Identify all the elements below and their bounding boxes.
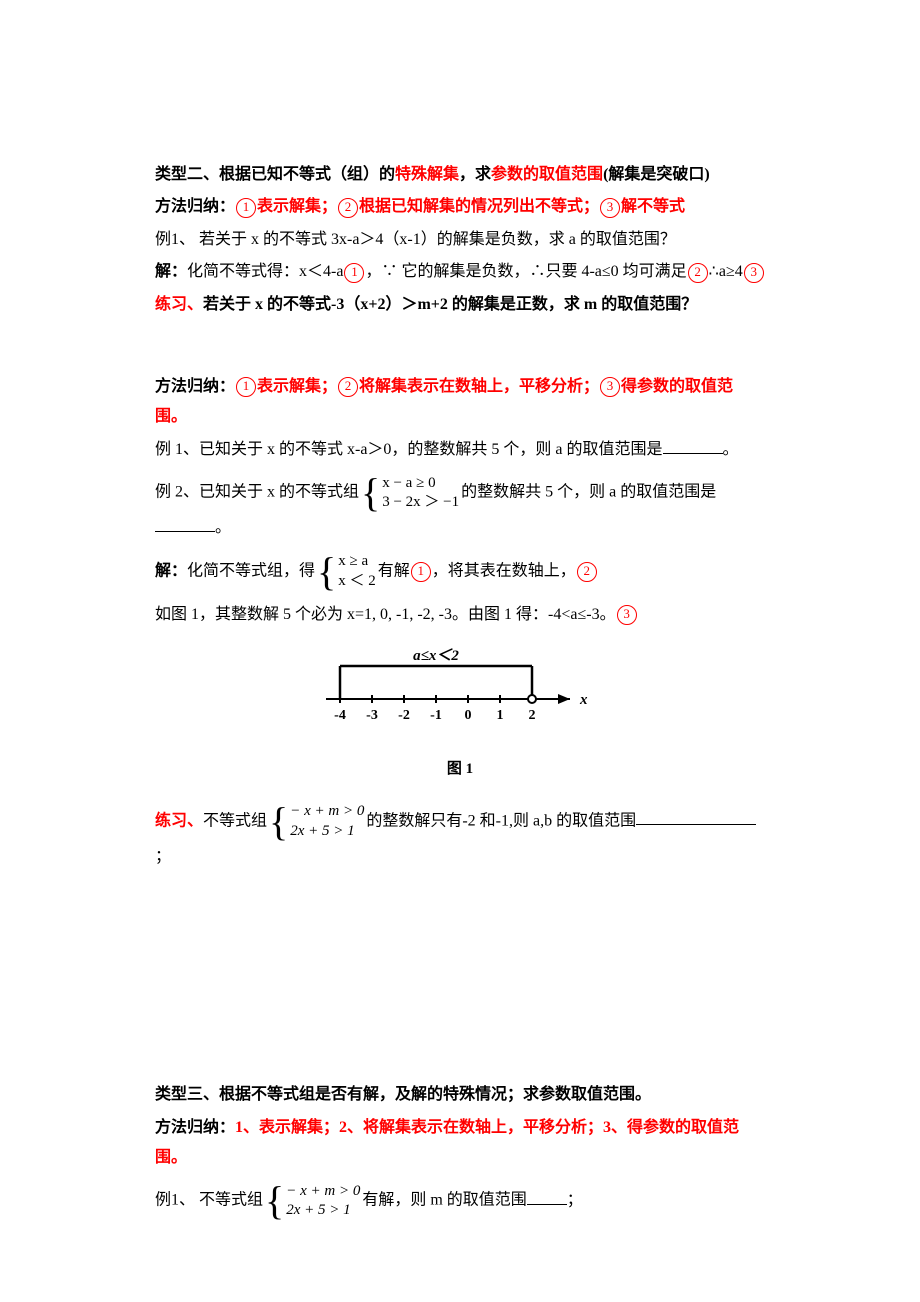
- step2: 根据已知解集的情况列出不等式；: [359, 198, 599, 215]
- brace-icon: {: [317, 552, 336, 592]
- ex1-post: 有解，则 m 的取值范围: [362, 1192, 526, 1209]
- circled-3-icon: 3: [600, 377, 620, 397]
- svg-text:1: 1: [497, 708, 504, 723]
- practice-post: 的整数解只有-2 和-1,则 a,b 的取值范围: [366, 812, 636, 829]
- svg-text:2: 2: [529, 708, 536, 723]
- number-line-svg: -4 -3 -2 -1 0 1 2 x a≤x＜2: [310, 644, 610, 744]
- type2-title-red2: 参数的取值范围: [491, 166, 603, 183]
- system-eq: {x ≥ ax ＜ 2: [317, 552, 376, 592]
- circled-3-icon: 3: [600, 198, 620, 218]
- type2-title-pre: 类型二、根据已知不等式（组）的: [155, 166, 395, 183]
- ex2-pre: 例 2、已知关于 x 的不等式组: [155, 484, 359, 501]
- type2-ex1: 例1、 若关于 x 的不等式 3x-a＞4（x-1）的解集是负数，求 a 的取值…: [155, 225, 765, 255]
- practice-label: 练习、: [155, 296, 203, 313]
- blank: [527, 1188, 567, 1205]
- type2-sol: 解：化简不等式得：x＜4-a1，∵ 它的解集是负数，∴只要 4-a≤0 均可满足…: [155, 257, 765, 287]
- method-red: 1、表示解集；2、将解集表示在数轴上，平移分析；3、得参数的取值范围。: [155, 1119, 739, 1166]
- gap: [155, 322, 765, 372]
- svg-text:0: 0: [465, 708, 472, 723]
- gap: [155, 880, 765, 1080]
- svg-text:-3: -3: [366, 708, 378, 723]
- type2-title: 类型二、根据已知不等式（组）的特殊解集，求参数的取值范围(解集是突破口): [155, 160, 765, 190]
- step2: 将解集表示在数轴上，平移分析；: [359, 378, 599, 395]
- method-label: 方法归纳：: [155, 378, 235, 395]
- ex1-end: ；: [567, 1192, 583, 1209]
- type2-title-post: (解集是突破口): [603, 166, 710, 183]
- type2-title-red1: 特殊解集: [395, 166, 459, 183]
- brace-icon: {: [265, 1181, 284, 1221]
- blank: [636, 808, 756, 825]
- practice-pre: 不等式组: [203, 812, 267, 829]
- sys-top: x ≥ a: [338, 552, 376, 572]
- sys-bot: 3 − 2x ＞ −1: [382, 493, 459, 513]
- sys-bot: 2x + 5 > 1: [286, 1201, 360, 1221]
- brace-icon: {: [269, 802, 288, 842]
- blank: [155, 515, 215, 532]
- type2b-sol-line2: 如图 1，其整数解 5 个必为 x=1, 0, -1, -2, -3。由图 1 …: [155, 600, 765, 630]
- sys-top: − x + m > 0: [286, 1182, 360, 1202]
- ex1-pre: 例 1、已知关于 x 的不等式 x-a＞0，的整数解共 5 个，则 a 的取值范…: [155, 441, 663, 458]
- type2-practice: 练习、若关于 x 的不等式-3（x+2）＞m+2 的解集是正数，求 m 的取值范…: [155, 290, 765, 320]
- system-eq: {x − a ≥ 03 − 2x ＞ −1: [361, 473, 459, 513]
- type2b-ex2: 例 2、已知关于 x 的不等式组{x − a ≥ 03 − 2x ＞ −1的整数…: [155, 473, 765, 543]
- step3: 解不等式: [621, 198, 685, 215]
- method-label: 方法归纳：: [155, 198, 235, 215]
- type3-ex1: 例1、 不等式组{− x + m > 02x + 5 > 1有解，则 m 的取值…: [155, 1181, 765, 1221]
- sol-text1: 化简不等式得：x＜4-a: [187, 263, 343, 280]
- circled-1-icon: 1: [411, 562, 431, 582]
- method-label: 方法归纳：: [155, 1119, 235, 1136]
- ex2-post: 的整数解共 5 个，则 a 的取值范围是: [461, 484, 716, 501]
- sys-bot: x ＜ 2: [338, 572, 376, 592]
- svg-text:x: x: [579, 692, 588, 708]
- circled-2-icon: 2: [338, 198, 358, 218]
- type2b-sol: 解：化简不等式组，得{x ≥ ax ＜ 2有解1，将其表在数轴上，2: [155, 552, 765, 592]
- step1: 表示解集；: [257, 198, 337, 215]
- figure-caption: 图 1: [155, 755, 765, 784]
- practice-text: 若关于 x 的不等式-3（x+2）＞m+2 的解集是正数，求 m 的取值范围？: [203, 296, 697, 313]
- circled-1-icon: 1: [236, 377, 256, 397]
- type2-method: 方法归纳：1表示解集；2根据已知解集的情况列出不等式；3解不等式: [155, 192, 765, 222]
- practice-label: 练习、: [155, 812, 203, 829]
- type2b-method: 方法归纳：1表示解集；2将解集表示在数轴上，平移分析；3得参数的取值范围。: [155, 372, 765, 433]
- sol-text2: ，∵ 它的解集是负数，∴只要 4-a≤0 均可满足: [365, 263, 686, 280]
- sol-post: ，将其表在数轴上，: [432, 562, 576, 579]
- sys-top: − x + m > 0: [290, 802, 364, 822]
- circled-2-icon: 2: [577, 562, 597, 582]
- brace-icon: {: [361, 473, 380, 513]
- circled-2-icon: 2: [338, 377, 358, 397]
- type2b-practice: 练习、不等式组{− x + m > 02x + 5 > 1的整数解只有-2 和-…: [155, 802, 765, 872]
- circled-2-icon: 2: [688, 263, 708, 283]
- blank: [663, 437, 723, 454]
- ex1-post: 。: [723, 441, 739, 458]
- circled-3-icon: 3: [744, 263, 764, 283]
- svg-text:-2: -2: [398, 708, 410, 723]
- svg-text:-1: -1: [430, 708, 442, 723]
- type3-method: 方法归纳：1、表示解集；2、将解集表示在数轴上，平移分析；3、得参数的取值范围。: [155, 1113, 765, 1174]
- sys-top: x − a ≥ 0: [382, 474, 459, 494]
- sol-mid: 有解: [378, 562, 410, 579]
- sol-text3: ∴a≥4: [709, 263, 743, 280]
- circled-3-icon: 3: [617, 605, 637, 625]
- sol-label: 解：: [155, 562, 187, 579]
- sol-pre: 化简不等式组，得: [187, 562, 315, 579]
- type3-title: 类型三、根据不等式组是否有解，及解的特殊情况；求参数取值范围。: [155, 1080, 765, 1110]
- svg-text:-4: -4: [334, 708, 346, 723]
- system-eq: {− x + m > 02x + 5 > 1: [269, 802, 364, 842]
- page: 类型二、根据已知不等式（组）的特殊解集，求参数的取值范围(解集是突破口) 方法归…: [0, 0, 920, 1302]
- circled-1-icon: 1: [236, 198, 256, 218]
- type2-title-mid: ，求: [459, 166, 491, 183]
- svg-text:a≤x＜2: a≤x＜2: [413, 648, 459, 664]
- ex1-pre: 例1、 不等式组: [155, 1192, 263, 1209]
- step1: 表示解集；: [257, 378, 337, 395]
- sol-line2: 如图 1，其整数解 5 个必为 x=1, 0, -1, -2, -3。由图 1 …: [155, 606, 616, 623]
- sol-label: 解：: [155, 263, 187, 280]
- figure-1: -4 -3 -2 -1 0 1 2 x a≤x＜2 图 1: [155, 644, 765, 784]
- system-eq: {− x + m > 02x + 5 > 1: [265, 1181, 360, 1221]
- sys-bot: 2x + 5 > 1: [290, 822, 364, 842]
- type2b-ex1: 例 1、已知关于 x 的不等式 x-a＞0，的整数解共 5 个，则 a 的取值范…: [155, 435, 765, 465]
- practice-end: ；: [155, 848, 171, 865]
- ex2-end: 。: [215, 519, 231, 536]
- circled-1-icon: 1: [344, 263, 364, 283]
